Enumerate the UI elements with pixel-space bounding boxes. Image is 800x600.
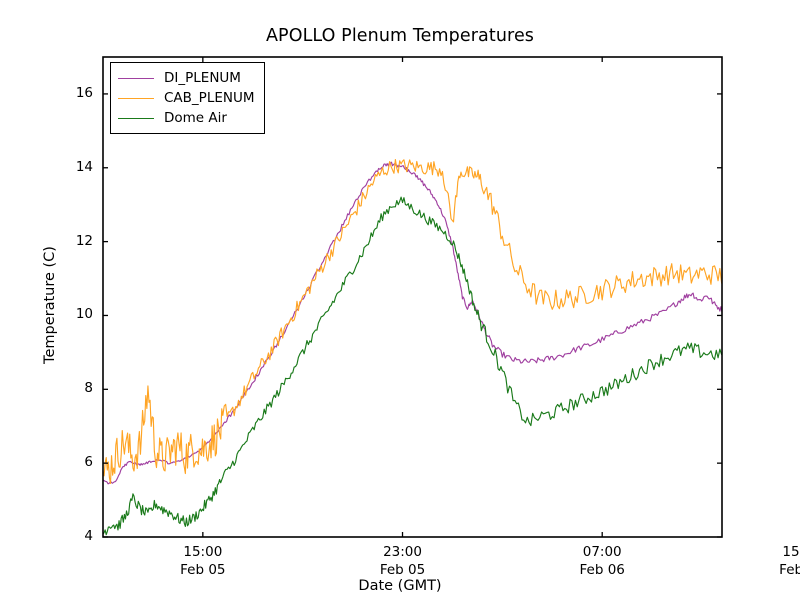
y-axis-label: Temperature (C) bbox=[42, 246, 58, 364]
chart-title: APOLLO Plenum Temperatures bbox=[265, 26, 535, 46]
y-tick-label: 6 bbox=[84, 454, 93, 471]
y-tick-label: 8 bbox=[84, 380, 93, 397]
x-tick-label: 07:00 Feb 06 bbox=[579, 544, 625, 578]
x-tick-label: 15:00 Feb 05 bbox=[180, 544, 226, 578]
legend-item-dome-air: Dome Air bbox=[118, 108, 255, 128]
legend: DI_PLENUM CAB_PLENUM Dome Air bbox=[110, 62, 265, 134]
legend-swatch-dome-air bbox=[118, 117, 154, 119]
y-tick-label: 16 bbox=[75, 84, 93, 101]
y-tick-label: 14 bbox=[75, 158, 93, 175]
legend-swatch-di-plenum bbox=[118, 77, 154, 79]
y-tick-label: 10 bbox=[75, 306, 93, 323]
x-tick-label: 15:00 Feb 06 bbox=[779, 544, 800, 578]
legend-label-di-plenum: DI_PLENUM bbox=[164, 70, 241, 86]
x-axis-label: Date (GMT) bbox=[358, 578, 442, 594]
legend-swatch-cab-plenum bbox=[118, 97, 154, 99]
y-tick-label: 4 bbox=[84, 528, 93, 544]
legend-label-dome-air: Dome Air bbox=[164, 110, 227, 126]
x-tick-label: 23:00 Feb 05 bbox=[379, 544, 426, 578]
legend-item-cab-plenum: CAB_PLENUM bbox=[118, 88, 255, 108]
y-tick-label: 12 bbox=[75, 232, 93, 249]
legend-item-di-plenum: DI_PLENUM bbox=[118, 68, 255, 88]
legend-label-cab-plenum: CAB_PLENUM bbox=[164, 90, 255, 106]
